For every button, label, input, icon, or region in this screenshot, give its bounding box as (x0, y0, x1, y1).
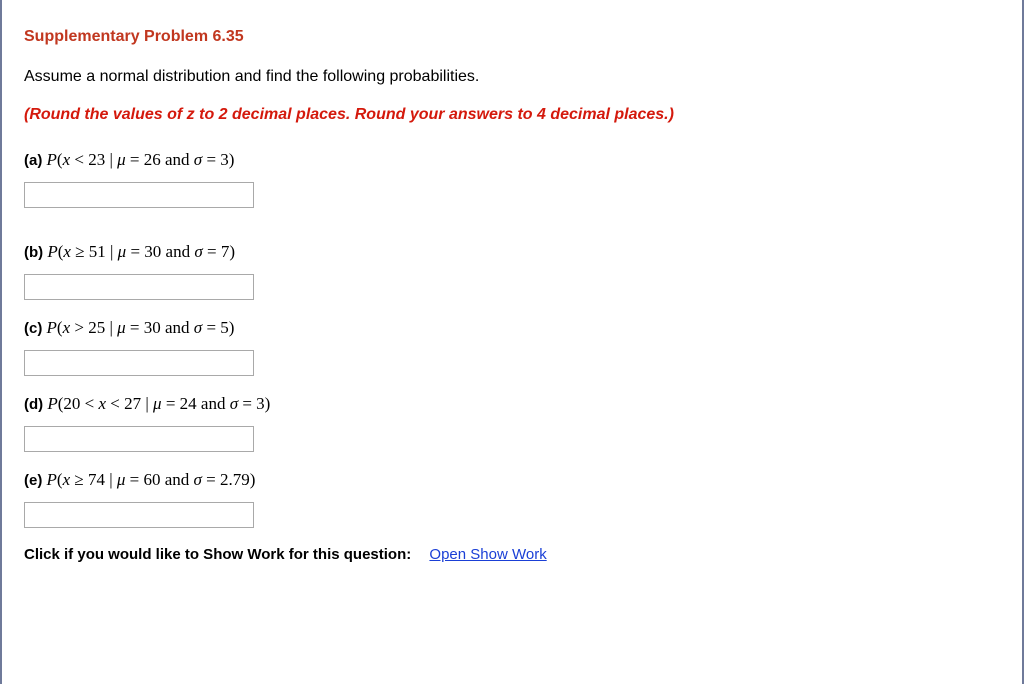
part-c-expression: P(x > 25 | μ = 30 and σ = 5) (47, 318, 235, 337)
part-a-expression: P(x < 23 | μ = 26 and σ = 3) (47, 150, 235, 169)
part-b-label: (b) (24, 244, 47, 261)
part-c-label: (c) (24, 320, 47, 337)
rounding-note: (Round the values of z to 2 decimal plac… (24, 106, 1000, 124)
part-d: (d) P(20 < x < 27 | μ = 24 and σ = 3) (24, 394, 1000, 452)
show-work-label: Click if you would like to Show Work for… (24, 546, 411, 563)
part-d-label: (d) (24, 396, 47, 413)
open-show-work-link[interactable]: Open Show Work (429, 546, 546, 563)
problem-title: Supplementary Problem 6.35 (24, 28, 1000, 46)
part-e-label: (e) (24, 472, 47, 489)
part-b-expression: P(x ≥ 51 | μ = 30 and σ = 7) (47, 242, 235, 261)
answer-input-d[interactable] (24, 426, 254, 452)
part-d-expression: P(20 < x < 27 | μ = 24 and σ = 3) (47, 394, 270, 413)
part-a: (a) P(x < 23 | μ = 26 and σ = 3) (24, 150, 1000, 208)
answer-input-c[interactable] (24, 350, 254, 376)
part-b: (b) P(x ≥ 51 | μ = 30 and σ = 7) (24, 242, 1000, 300)
part-a-label: (a) (24, 152, 47, 169)
part-c: (c) P(x > 25 | μ = 30 and σ = 5) (24, 318, 1000, 376)
answer-input-e[interactable] (24, 502, 254, 528)
part-e-expression: P(x ≥ 74 | μ = 60 and σ = 2.79) (47, 470, 256, 489)
show-work-line: Click if you would like to Show Work for… (24, 546, 1000, 563)
part-e: (e) P(x ≥ 74 | μ = 60 and σ = 2.79) (24, 470, 1000, 528)
answer-input-a[interactable] (24, 182, 254, 208)
answer-input-b[interactable] (24, 274, 254, 300)
problem-page: Supplementary Problem 6.35 Assume a norm… (0, 0, 1024, 684)
problem-intro: Assume a normal distribution and find th… (24, 68, 1000, 86)
